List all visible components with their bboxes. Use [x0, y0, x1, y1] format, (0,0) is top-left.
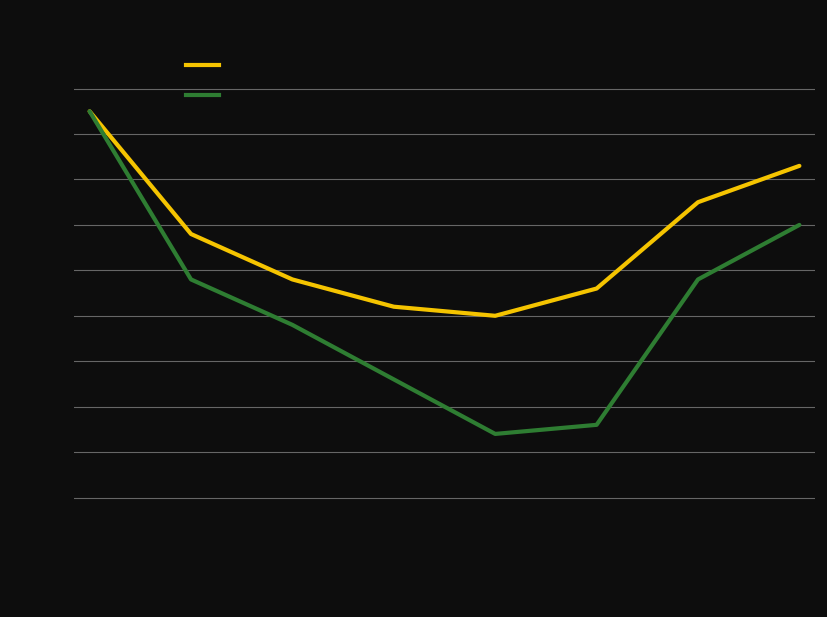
Legend: , : , [186, 59, 232, 104]
